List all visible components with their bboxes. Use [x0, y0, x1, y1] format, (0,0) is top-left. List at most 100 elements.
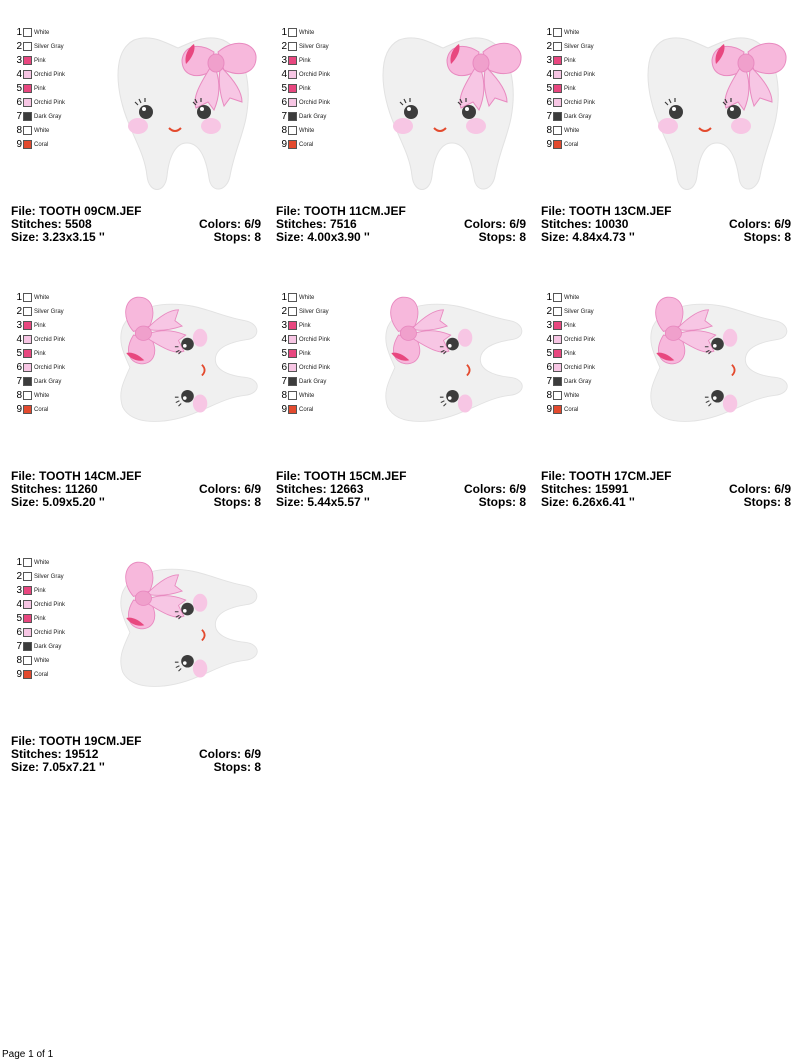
- color-swatch: [288, 321, 297, 330]
- color-swatch: [288, 363, 297, 372]
- legend-number: 5: [546, 348, 552, 359]
- legend-row: 3 Pink: [541, 319, 621, 333]
- info-row: Size: 3.23x3.15 '' Stops: 8: [11, 231, 261, 244]
- info-row: File: TOOTH 09CM.JEF: [11, 205, 261, 218]
- color-name: Dark Gray: [564, 114, 592, 120]
- legend-number: 3: [16, 585, 22, 596]
- color-name: White: [564, 128, 580, 134]
- legend-row: 9 Coral: [11, 668, 91, 682]
- legend-row: 3 Pink: [11, 319, 91, 333]
- color-name: Coral: [34, 407, 49, 413]
- legend-row: 1 White: [11, 26, 91, 40]
- color-swatch: [553, 42, 562, 51]
- stitch-count: Stitches: 15991: [541, 482, 629, 496]
- color-name: White: [34, 393, 50, 399]
- tooth-design-preview: [361, 273, 526, 461]
- legend-number: 5: [281, 348, 287, 359]
- file-name: File: TOOTH 17CM.JEF: [541, 469, 672, 483]
- info-row: Stitches: 5508 Colors: 6/9: [11, 218, 261, 231]
- tooth-design-preview: [626, 8, 791, 196]
- legend-row: 4 Orchid Pink: [276, 333, 356, 347]
- color-swatch: [553, 293, 562, 302]
- color-name: White: [34, 30, 50, 36]
- legend-number: 6: [16, 97, 22, 108]
- legend-number: 7: [16, 376, 22, 387]
- legend-row: 6 Orchid Pink: [541, 361, 621, 375]
- legend-row: 5 Pink: [11, 82, 91, 96]
- legend-number: 1: [546, 292, 552, 303]
- design-card: 1 White 2 Silver Gray 3 Pink 4 Orchid Pink 5 Pink…: [11, 538, 261, 788]
- legend-row: 7 Dark Gray: [11, 375, 91, 389]
- stop-count: Stops: 8: [743, 230, 791, 244]
- color-count: Colors: 6/9: [463, 482, 526, 496]
- color-name: Coral: [34, 672, 49, 678]
- color-name: White: [34, 658, 50, 664]
- legend-number: 6: [546, 362, 552, 373]
- color-name: Pink: [299, 58, 311, 64]
- color-swatch: [23, 558, 32, 567]
- color-swatch: [288, 293, 297, 302]
- color-swatch: [553, 307, 562, 316]
- legend-row: 9 Coral: [276, 138, 356, 152]
- design-card: 1 White 2 Silver Gray 3 Pink 4 Orchid Pink 5 Pink…: [541, 273, 791, 523]
- color-name: Silver Gray: [299, 44, 329, 50]
- stop-count: Stops: 8: [213, 495, 261, 509]
- color-swatch: [23, 670, 32, 679]
- bow: [125, 561, 187, 630]
- color-swatch: [23, 84, 32, 93]
- tooth-design-preview: [361, 8, 526, 196]
- legend-row: 7 Dark Gray: [541, 375, 621, 389]
- color-count: Colors: 6/9: [198, 482, 261, 496]
- legend-number: 8: [16, 125, 22, 136]
- color-swatch: [23, 98, 32, 107]
- color-name: Dark Gray: [34, 644, 62, 650]
- legend-row: 7 Dark Gray: [276, 375, 356, 389]
- design-size: Size: 7.05x7.21 '': [11, 760, 105, 774]
- color-swatch: [288, 307, 297, 316]
- color-name: White: [564, 393, 580, 399]
- color-swatch: [288, 28, 297, 37]
- file-name: File: TOOTH 19CM.JEF: [11, 734, 142, 748]
- color-swatch: [23, 377, 32, 386]
- color-name: Coral: [34, 142, 49, 148]
- color-swatch: [553, 405, 562, 414]
- color-swatch: [288, 349, 297, 358]
- color-swatch: [23, 321, 32, 330]
- legend-number: 7: [546, 376, 552, 387]
- legend-number: 5: [16, 613, 22, 624]
- color-name: Pink: [564, 351, 576, 357]
- file-name: File: TOOTH 15CM.JEF: [276, 469, 407, 483]
- color-swatch: [288, 42, 297, 51]
- legend-row: 1 White: [11, 556, 91, 570]
- color-count: Colors: 6/9: [198, 747, 261, 761]
- legend-row: 8 White: [541, 389, 621, 403]
- color-swatch: [23, 70, 32, 79]
- design-card: 1 White 2 Silver Gray 3 Pink 4 Orchid Pink 5 Pink…: [276, 273, 526, 523]
- design-card: 1 White 2 Silver Gray 3 Pink 4 Orchid Pink 5 Pink…: [541, 8, 791, 258]
- color-name: Orchid Pink: [299, 337, 331, 343]
- color-name: Pink: [34, 616, 46, 622]
- color-name: White: [299, 295, 315, 301]
- color-name: Dark Gray: [299, 379, 327, 385]
- bow: [711, 42, 787, 111]
- page-footer: Page 1 of 1: [2, 1049, 54, 1060]
- color-swatch: [23, 126, 32, 135]
- color-name: Orchid Pink: [34, 72, 66, 78]
- color-name: Silver Gray: [299, 309, 329, 315]
- legend-number: 2: [16, 41, 22, 52]
- color-swatch: [23, 140, 32, 149]
- legend-row: 1 White: [541, 291, 621, 305]
- legend-row: 1 White: [541, 26, 621, 40]
- color-name: Pink: [564, 58, 576, 64]
- legend-row: 3 Pink: [541, 54, 621, 68]
- legend-row: 6 Orchid Pink: [541, 96, 621, 110]
- thread-color-legend: 1 White 2 Silver Gray 3 Pink 4 Orchid Pink 5 Pink…: [276, 291, 356, 417]
- legend-number: 6: [546, 97, 552, 108]
- legend-row: 4 Orchid Pink: [11, 68, 91, 82]
- color-swatch: [288, 70, 297, 79]
- color-name: Orchid Pink: [299, 100, 331, 106]
- legend-number: 6: [16, 362, 22, 373]
- color-name: Orchid Pink: [564, 337, 596, 343]
- color-name: Orchid Pink: [34, 602, 66, 608]
- face: [393, 98, 486, 134]
